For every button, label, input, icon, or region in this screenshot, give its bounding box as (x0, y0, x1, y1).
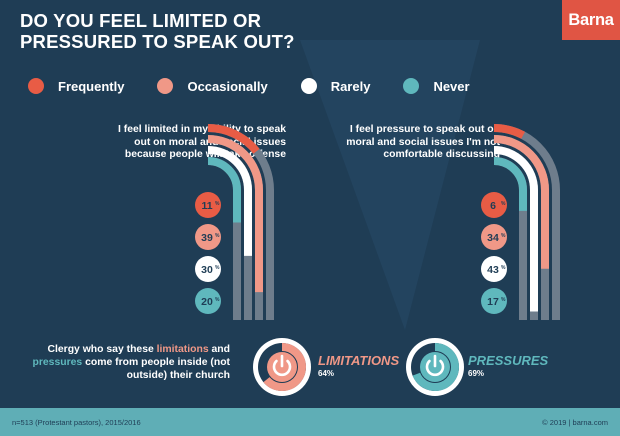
value-label-never: 17 (487, 296, 499, 308)
value-circle-never (195, 288, 221, 314)
ring-value-arc (258, 343, 306, 391)
power-icon-arc (272, 359, 292, 377)
title-line-1: DO YOU FEEL LIMITED OR (20, 10, 262, 31)
value-unit: % (215, 265, 220, 271)
legend-label: Occasionally (187, 78, 268, 94)
value-unit: % (501, 233, 506, 239)
value-label-frequently: 6 (490, 200, 496, 212)
limitations-label: LIMITATIONS (318, 353, 400, 368)
bar-rarely (493, 146, 538, 320)
footer-bar: n=513 (Protestant pastors), 2015/2016 © … (0, 408, 620, 436)
bar-occasionally (493, 135, 549, 320)
clergy-text-3: come from people inside (not outside) th… (82, 357, 230, 381)
power-icon-arc (425, 359, 445, 377)
value-unit: % (501, 201, 506, 207)
legend-item-rarely: Rarely (300, 78, 371, 94)
question-pressure: I feel pressure to speak out on moral an… (346, 124, 500, 160)
footer-source: n=513 (Protestant pastors), 2015/2016 (12, 418, 141, 427)
value-unit: % (215, 201, 220, 207)
bar-rarely (207, 146, 252, 320)
pressures-power-icon (406, 338, 464, 396)
clergy-text-1: Clergy who say these (47, 344, 157, 355)
value-circle-rarely (195, 256, 221, 282)
bar-frequently (493, 124, 560, 320)
legend-swatch (157, 78, 174, 94)
limitations-power-icon (253, 338, 311, 396)
value-circle-never (481, 288, 507, 314)
legend-item-occasionally: Occasionally (157, 78, 268, 94)
value-circle-occasionally (481, 224, 507, 250)
radial-chart-limited: 11 %39 %30 %20% (195, 124, 274, 320)
page-title: DO YOU FEEL LIMITED OR PRESSURED TO SPEA… (20, 10, 295, 52)
clergy-text-2: and (208, 344, 231, 355)
bar-frequently (207, 124, 274, 320)
value-label-occasionally: 34 (487, 232, 499, 244)
radial-chart-pressure: 6 %34 %43 %17% (481, 124, 560, 320)
value-unit: % (501, 297, 506, 303)
bar-never (207, 157, 241, 320)
radial-bar-charts: 11 %39 %30 %20 %6 %34 %43 %17% (195, 124, 560, 320)
footer-copyright: © 2019 | barna.com (542, 418, 608, 427)
value-label-frequently: 11 (201, 200, 212, 212)
legend-label: Frequently (58, 78, 125, 94)
value-label-never: 20 (201, 296, 213, 308)
value-circle-occasionally (195, 224, 221, 250)
pressures-label: PRESSURES (468, 353, 549, 368)
legend-label: Rarely (330, 78, 371, 94)
value-label-occasionally: 39 (201, 232, 213, 244)
barna-logo: Barna (562, 0, 620, 40)
limitations-percent: 64% (318, 369, 335, 378)
legend: Frequently Occasionally Rarely Never (28, 78, 503, 94)
ring-value-arc (411, 343, 459, 391)
bar-never (493, 157, 527, 320)
legend-item-frequently: Frequently (28, 78, 124, 94)
value-unit: % (215, 297, 220, 303)
title-line-2: PRESSURED TO SPEAK OUT? (20, 31, 295, 52)
legend-swatch (300, 78, 317, 94)
legend-swatch (28, 78, 44, 94)
legend-item-never: Never (403, 78, 470, 94)
value-circle-frequently (481, 192, 507, 218)
legend-swatch (403, 78, 420, 94)
value-circle-frequently (195, 192, 221, 218)
pressures-percent: 69% (468, 369, 485, 378)
value-unit: % (215, 233, 220, 239)
clergy-highlight-pressures: pressures (32, 357, 83, 368)
bar-occasionally (207, 135, 263, 320)
clergy-statement: Clergy who say these limitations and pre… (30, 343, 230, 382)
legend-label: Never (433, 78, 470, 94)
value-label-rarely: 30 (201, 264, 213, 276)
value-circle-rarely (481, 256, 507, 282)
value-unit: % (501, 265, 506, 271)
clergy-highlight-limitations: limitations (156, 344, 209, 355)
value-label-rarely: 43 (487, 264, 499, 276)
